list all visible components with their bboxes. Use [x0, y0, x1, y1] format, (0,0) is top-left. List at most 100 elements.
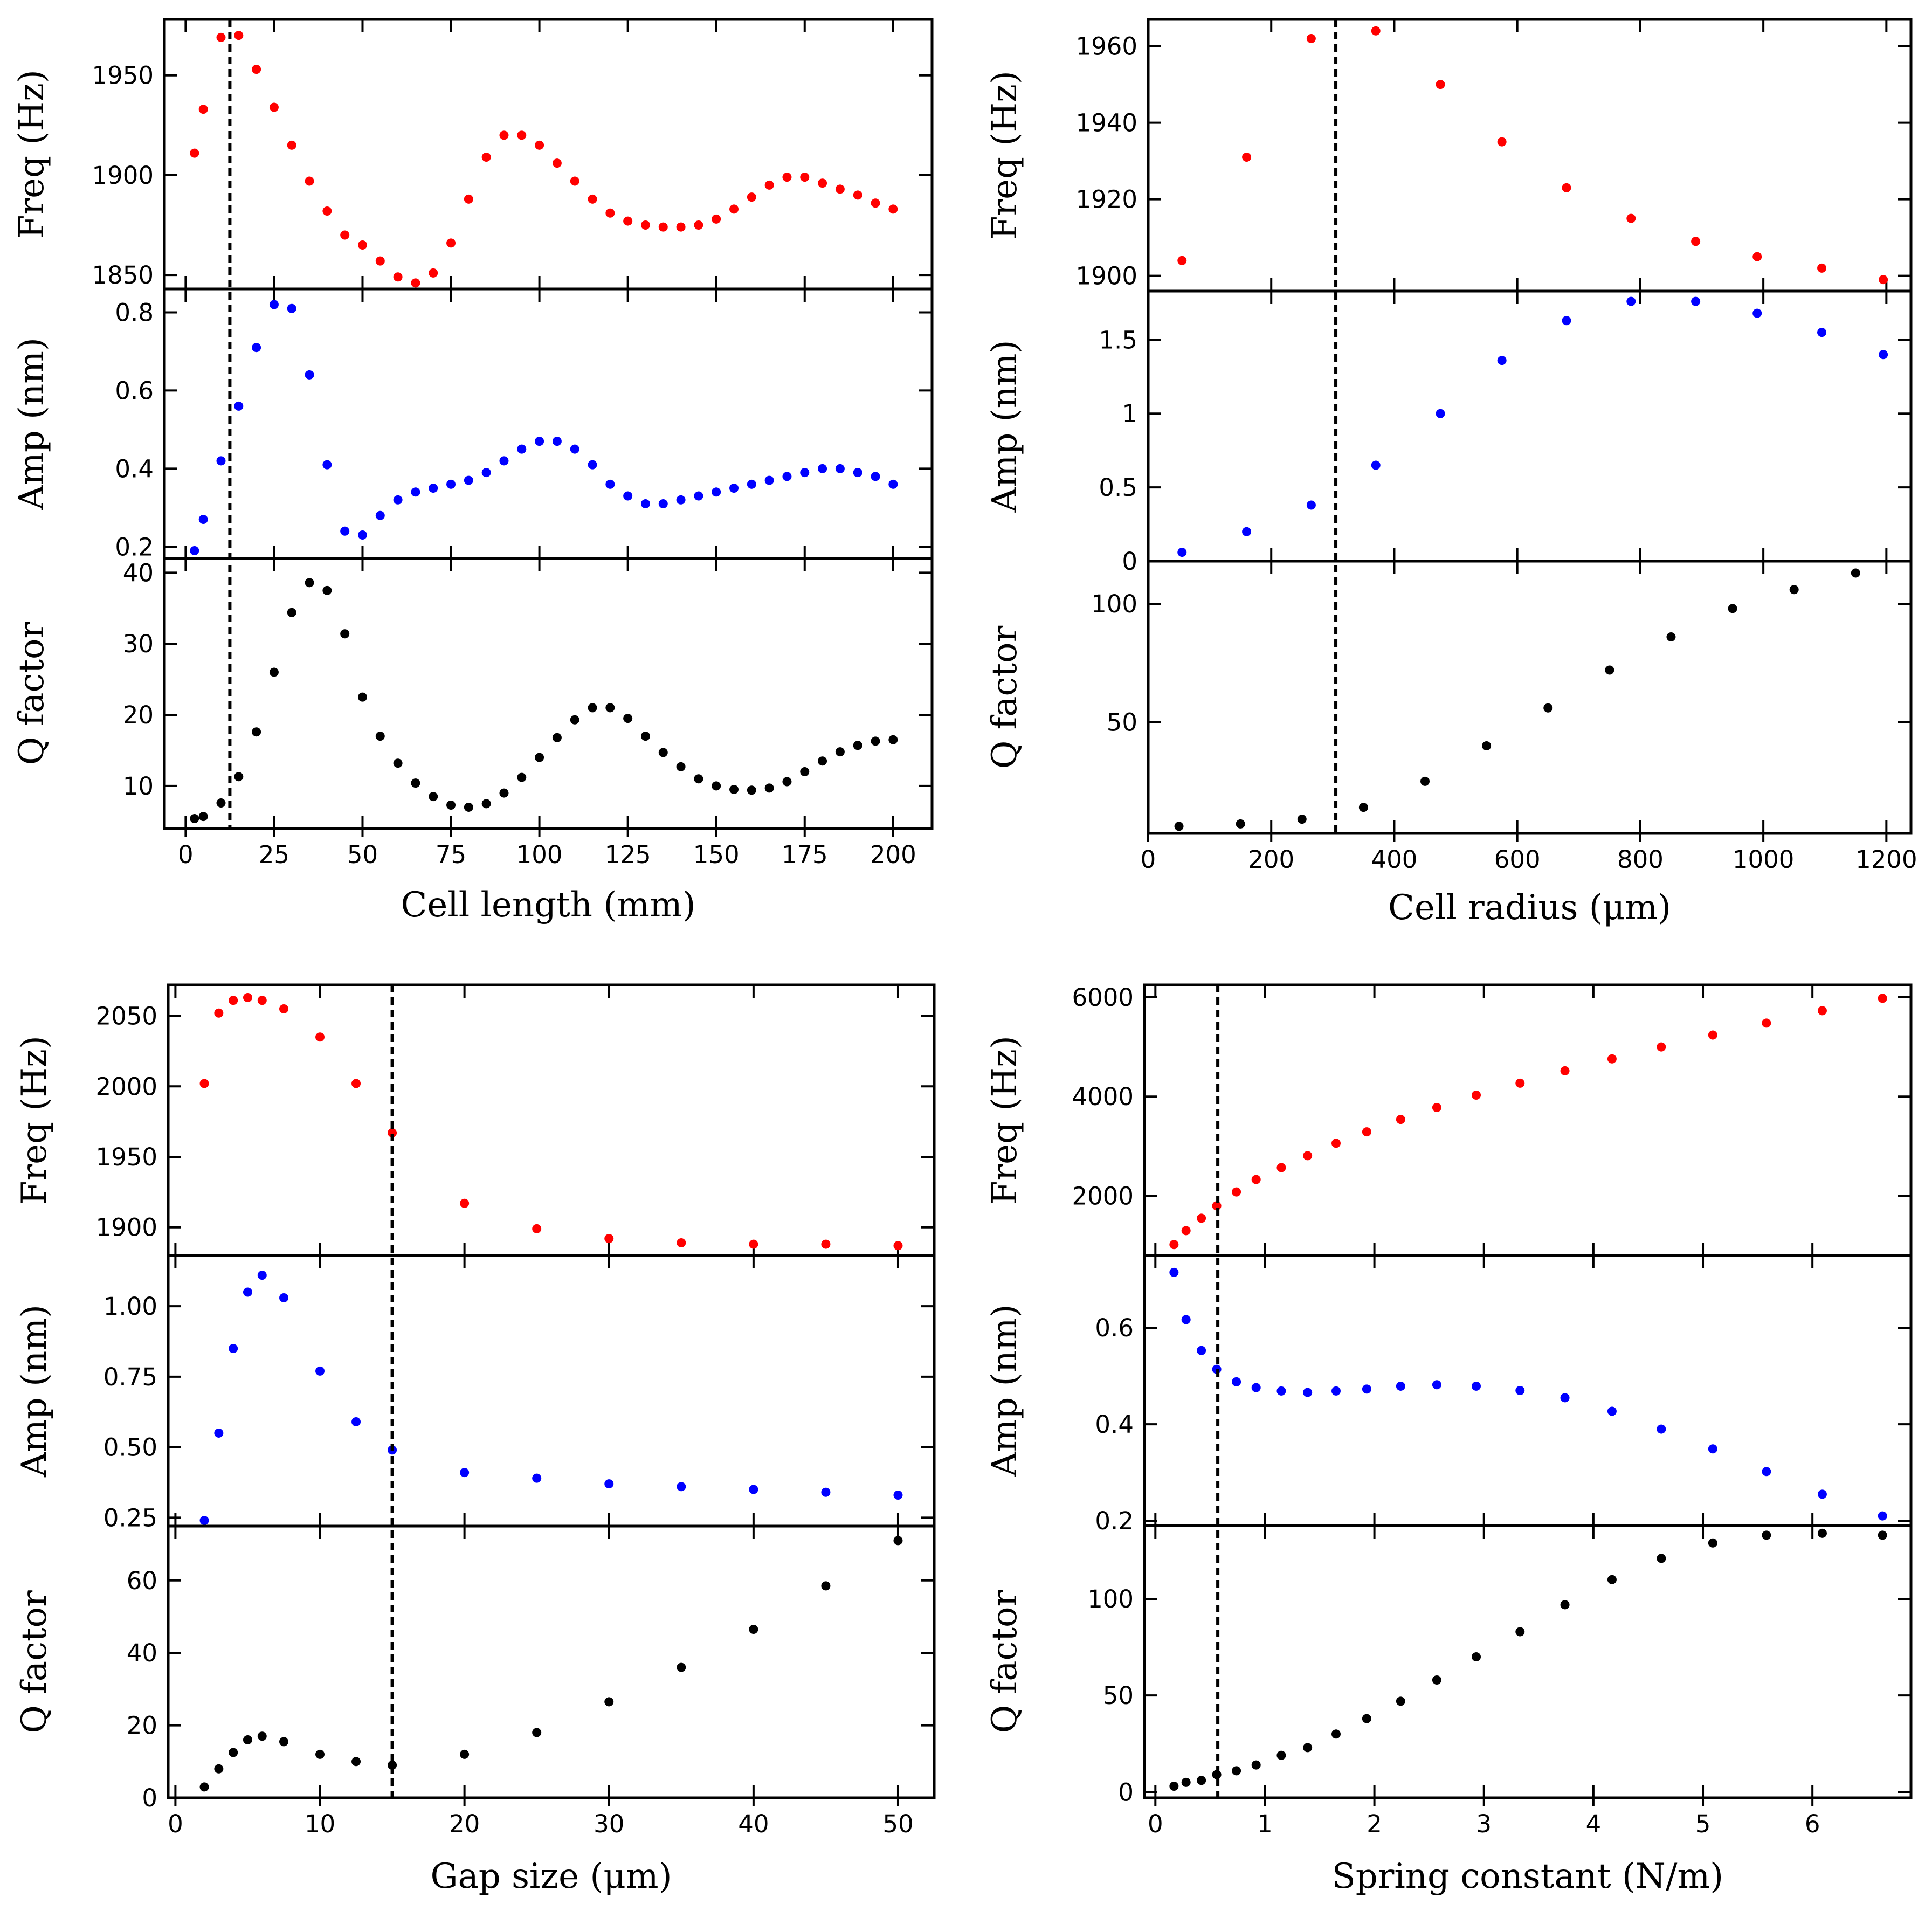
data-point — [199, 1516, 209, 1526]
data-point — [1276, 1750, 1286, 1760]
data-point — [677, 1662, 686, 1672]
data-point — [1242, 527, 1252, 536]
data-point — [676, 762, 686, 771]
y-tick-label: 40 — [127, 1639, 157, 1667]
data-point — [782, 173, 792, 182]
subplot-2: 0.2 0.4 0.6 0.8 Amp (nm) — [12, 287, 934, 561]
data-point — [460, 1749, 470, 1759]
x-tick-label: 100 — [516, 840, 563, 869]
x-tick-label: 25 — [259, 840, 289, 869]
data-point — [893, 1536, 903, 1546]
data-point — [747, 479, 756, 489]
data-point — [1303, 1743, 1313, 1753]
data-point — [1420, 776, 1430, 786]
panel-1: 1850 1900 1950 Freq (Hz) 0.2 0.4 0.6 0.8 Amp (nm… — [12, 18, 934, 925]
data-point — [1607, 1575, 1617, 1584]
data-point — [623, 714, 633, 723]
data-point — [694, 491, 703, 501]
y-axis-label: Q factor — [985, 625, 1025, 769]
y-tick-label: 6000 — [1072, 983, 1134, 1012]
y-axis-label: Freq (Hz) — [12, 70, 52, 239]
data-point — [481, 799, 491, 809]
data-point — [818, 178, 827, 188]
data-point — [1251, 1760, 1261, 1770]
x-tick-label: 1200 — [1855, 845, 1917, 874]
data-point — [322, 460, 332, 470]
y-axis-label: Q factor — [12, 622, 52, 765]
y-tick-label: 50 — [1103, 1681, 1134, 1710]
data-point — [214, 1764, 224, 1774]
y-axis-label: Amp (nm) — [12, 337, 52, 510]
data-point — [1306, 500, 1316, 510]
data-point — [351, 1417, 361, 1427]
data-point — [1728, 604, 1737, 613]
data-point — [588, 194, 597, 204]
y-tick-label: 0.5 — [1099, 473, 1137, 502]
data-point — [1236, 819, 1245, 829]
data-point — [1515, 1627, 1525, 1637]
y-tick-label: 0.6 — [1095, 1314, 1134, 1342]
data-point — [1560, 1066, 1570, 1075]
data-point — [315, 1032, 325, 1042]
data-point — [535, 753, 544, 762]
data-point — [764, 783, 774, 793]
data-point — [764, 180, 774, 190]
data-point — [1177, 548, 1187, 557]
data-point — [1197, 1346, 1206, 1355]
x-tick-label: 125 — [605, 840, 651, 869]
data-point — [604, 1234, 614, 1244]
data-point — [198, 812, 208, 822]
data-point — [499, 456, 509, 466]
y-tick-label: 50 — [1107, 708, 1137, 737]
data-point — [388, 1128, 397, 1138]
data-point — [749, 1239, 758, 1249]
x-tick-label: 1000 — [1733, 845, 1795, 874]
data-point — [257, 996, 267, 1005]
data-point — [1708, 1030, 1717, 1040]
data-point — [712, 487, 721, 497]
data-point — [532, 1473, 542, 1483]
data-point — [712, 214, 721, 224]
x-tick-label: 5 — [1695, 1810, 1711, 1838]
y-tick-label: 1950 — [92, 61, 154, 90]
data-point — [1432, 1103, 1441, 1113]
data-point — [1169, 1267, 1179, 1277]
data-point — [214, 1428, 224, 1438]
data-point — [1817, 1006, 1827, 1016]
data-point — [888, 204, 898, 214]
data-point — [305, 176, 314, 186]
data-point — [429, 268, 438, 278]
data-point — [694, 220, 703, 230]
data-point — [1666, 632, 1676, 642]
data-point — [871, 736, 880, 746]
data-point — [1762, 1467, 1771, 1477]
y-tick-label: 1900 — [92, 161, 154, 190]
data-point — [269, 667, 279, 677]
y-tick-label: 60 — [127, 1567, 157, 1595]
data-point — [570, 715, 579, 725]
data-point — [252, 727, 261, 737]
data-point — [764, 475, 774, 485]
data-point — [1562, 316, 1571, 326]
subplot-3: 0 50 100 Q factor — [985, 1524, 1913, 1806]
data-point — [1197, 1776, 1206, 1785]
subplot-frame — [1143, 1524, 1913, 1799]
data-point — [1303, 1388, 1313, 1397]
data-point — [835, 747, 845, 757]
data-point — [411, 487, 420, 497]
y-tick-label: 1.00 — [104, 1292, 157, 1321]
y-tick-label: 2000 — [1072, 1182, 1134, 1210]
data-point — [1789, 585, 1799, 595]
data-point — [605, 703, 615, 713]
data-point — [279, 1737, 288, 1747]
data-point — [322, 585, 332, 595]
data-point — [1232, 1766, 1241, 1776]
data-point — [532, 1728, 542, 1737]
y-tick-label: 4000 — [1072, 1082, 1134, 1111]
data-point — [1878, 994, 1887, 1003]
x-tick-label: 20 — [449, 1810, 480, 1838]
data-point — [871, 198, 880, 208]
data-point — [800, 767, 810, 777]
y-tick-label: 0.2 — [1095, 1507, 1134, 1535]
